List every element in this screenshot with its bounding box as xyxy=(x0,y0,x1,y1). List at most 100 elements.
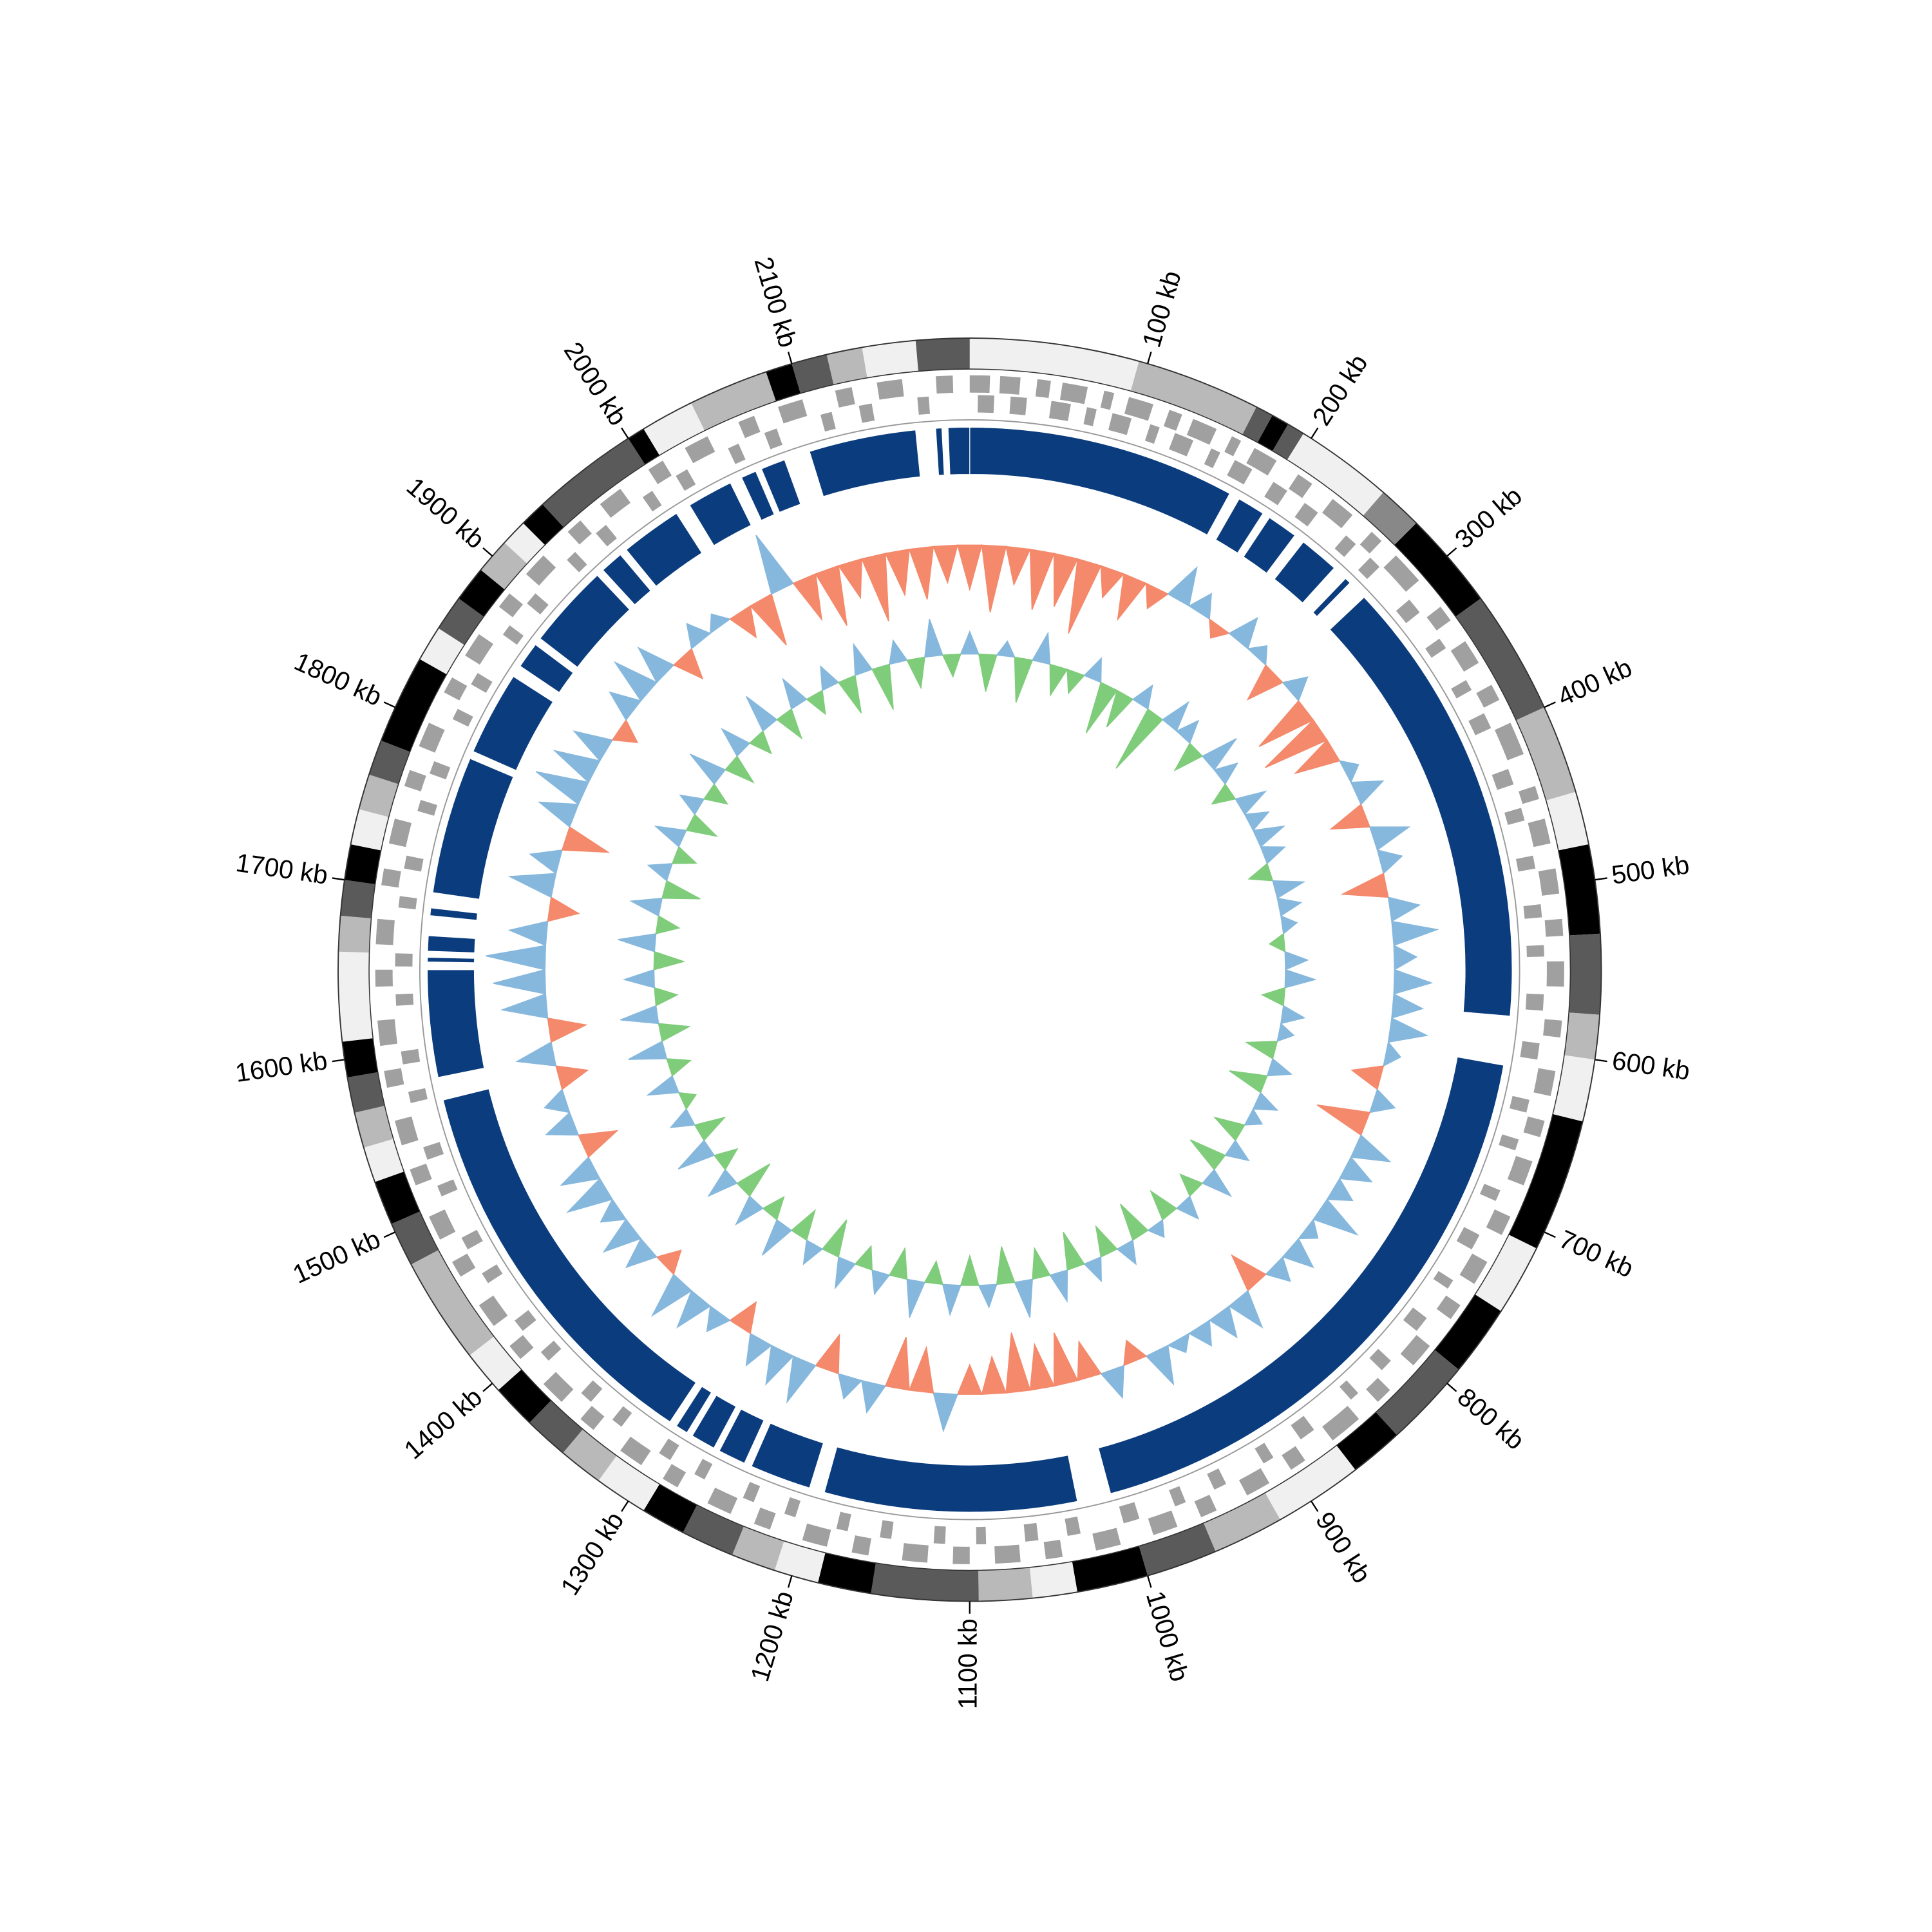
spike xyxy=(1244,811,1270,831)
spike xyxy=(1316,1104,1371,1136)
spike xyxy=(685,813,719,837)
block xyxy=(692,1394,737,1449)
feature xyxy=(994,1544,1021,1564)
tick-mark xyxy=(1146,351,1152,365)
spike xyxy=(1293,739,1341,775)
spike xyxy=(1029,1342,1055,1391)
spike xyxy=(1188,592,1212,620)
spike xyxy=(1063,1231,1085,1271)
spike xyxy=(1213,1116,1245,1142)
band xyxy=(1475,1235,1537,1312)
tick-label: 1600 kb xyxy=(233,1045,329,1088)
feature xyxy=(1246,448,1277,476)
spike xyxy=(679,794,705,816)
spike xyxy=(654,987,679,1007)
block xyxy=(602,554,652,605)
feature xyxy=(1291,1416,1314,1440)
spike xyxy=(690,753,726,785)
band xyxy=(643,1484,697,1533)
feature xyxy=(1543,1019,1562,1037)
feature xyxy=(1396,600,1420,623)
spike xyxy=(1068,558,1102,634)
tick-mark xyxy=(332,877,345,881)
band xyxy=(480,542,527,590)
feature xyxy=(1334,535,1356,557)
feature xyxy=(612,1406,632,1427)
band xyxy=(1363,492,1417,545)
block xyxy=(442,1088,697,1423)
spike xyxy=(613,661,658,702)
feature xyxy=(567,552,587,573)
tick-label: 1200 kb xyxy=(744,1587,799,1685)
spike xyxy=(1145,582,1170,610)
spike xyxy=(1252,1092,1279,1111)
spike xyxy=(933,1392,959,1433)
spike xyxy=(628,1040,668,1060)
feature xyxy=(452,1253,476,1277)
feature xyxy=(419,723,445,753)
spike xyxy=(1211,783,1236,805)
spike xyxy=(500,993,549,1019)
feature xyxy=(707,1487,738,1514)
spike xyxy=(1272,880,1306,899)
feature xyxy=(1282,1446,1305,1470)
feature xyxy=(1009,396,1027,415)
spike xyxy=(1350,1065,1385,1090)
spike xyxy=(706,1305,731,1332)
spike xyxy=(1213,762,1239,785)
spike xyxy=(650,1273,693,1317)
spike xyxy=(654,825,687,848)
spike xyxy=(806,689,826,715)
block xyxy=(472,676,554,772)
feature xyxy=(1059,383,1088,404)
spike xyxy=(1260,987,1286,1007)
band xyxy=(871,1562,979,1602)
band xyxy=(1257,415,1289,451)
spike xyxy=(1077,1340,1102,1381)
spike xyxy=(573,730,614,762)
feature xyxy=(1255,1443,1274,1464)
spike xyxy=(666,1058,692,1077)
feature xyxy=(1507,1155,1533,1186)
feature xyxy=(1526,945,1544,957)
feature xyxy=(567,520,592,545)
spike xyxy=(1224,1139,1250,1162)
feature xyxy=(1523,904,1542,919)
band xyxy=(862,340,918,378)
feature xyxy=(1144,424,1160,444)
tick-mark xyxy=(621,427,629,439)
spike xyxy=(1231,1254,1267,1292)
spike xyxy=(996,1246,1016,1285)
tick-label: 1500 kb xyxy=(289,1224,385,1289)
band xyxy=(774,1540,826,1583)
feature xyxy=(509,1335,534,1359)
band xyxy=(459,569,505,617)
feature xyxy=(728,443,746,464)
spike xyxy=(646,1075,680,1096)
spike xyxy=(1032,1246,1051,1280)
band xyxy=(411,1250,495,1356)
band xyxy=(791,354,834,393)
spike xyxy=(1276,1022,1295,1043)
spike xyxy=(861,553,889,621)
band xyxy=(504,523,545,564)
spike xyxy=(1066,668,1086,695)
feature xyxy=(1425,638,1446,658)
band xyxy=(338,951,374,1042)
spike xyxy=(1244,1041,1278,1060)
spike xyxy=(1173,742,1204,772)
band xyxy=(498,1369,551,1423)
spike xyxy=(834,1256,857,1290)
spike xyxy=(815,1333,840,1375)
feature xyxy=(1194,1494,1217,1518)
feature xyxy=(410,1163,432,1186)
feature xyxy=(1456,1227,1480,1250)
feature xyxy=(1400,1335,1430,1366)
feature xyxy=(1238,1468,1270,1496)
spike xyxy=(981,1355,1007,1395)
tick-label: 1400 kb xyxy=(398,1382,488,1465)
feature xyxy=(952,1546,970,1564)
feature xyxy=(1065,1516,1081,1537)
spike xyxy=(1282,1237,1314,1269)
feature xyxy=(1486,1209,1511,1235)
